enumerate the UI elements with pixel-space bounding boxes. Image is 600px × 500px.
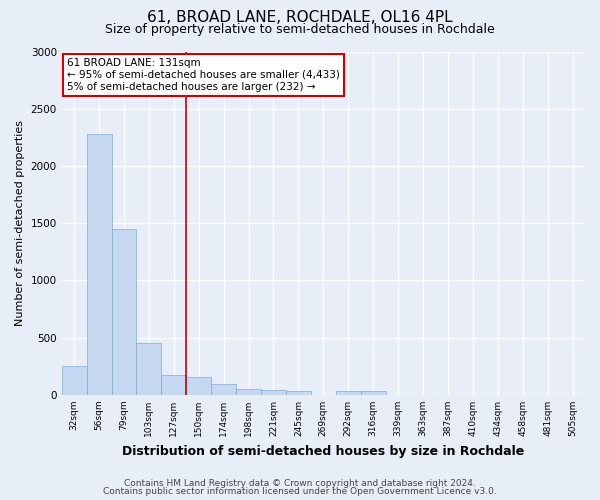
Bar [136,344,161,395]
Bar [211,384,236,395]
Bar [62,366,86,395]
Text: 61 BROAD LANE: 131sqm
← 95% of semi-detached houses are smaller (4,433)
5% of se: 61 BROAD LANE: 131sqm ← 95% of semi-deta… [67,58,340,92]
Text: 61, BROAD LANE, ROCHDALE, OL16 4PL: 61, BROAD LANE, ROCHDALE, OL16 4PL [147,10,453,25]
Bar [161,375,186,395]
Text: Contains public sector information licensed under the Open Government Licence v3: Contains public sector information licen… [103,487,497,496]
Bar [112,229,136,395]
Bar [361,392,386,395]
Bar [236,389,261,395]
X-axis label: Distribution of semi-detached houses by size in Rochdale: Distribution of semi-detached houses by … [122,444,524,458]
Bar [186,377,211,395]
Y-axis label: Number of semi-detached properties: Number of semi-detached properties [15,120,25,326]
Text: Contains HM Land Registry data © Crown copyright and database right 2024.: Contains HM Land Registry data © Crown c… [124,478,476,488]
Bar [261,390,286,395]
Bar [336,392,361,395]
Bar [286,391,311,395]
Text: Size of property relative to semi-detached houses in Rochdale: Size of property relative to semi-detach… [105,22,495,36]
Bar [86,134,112,395]
